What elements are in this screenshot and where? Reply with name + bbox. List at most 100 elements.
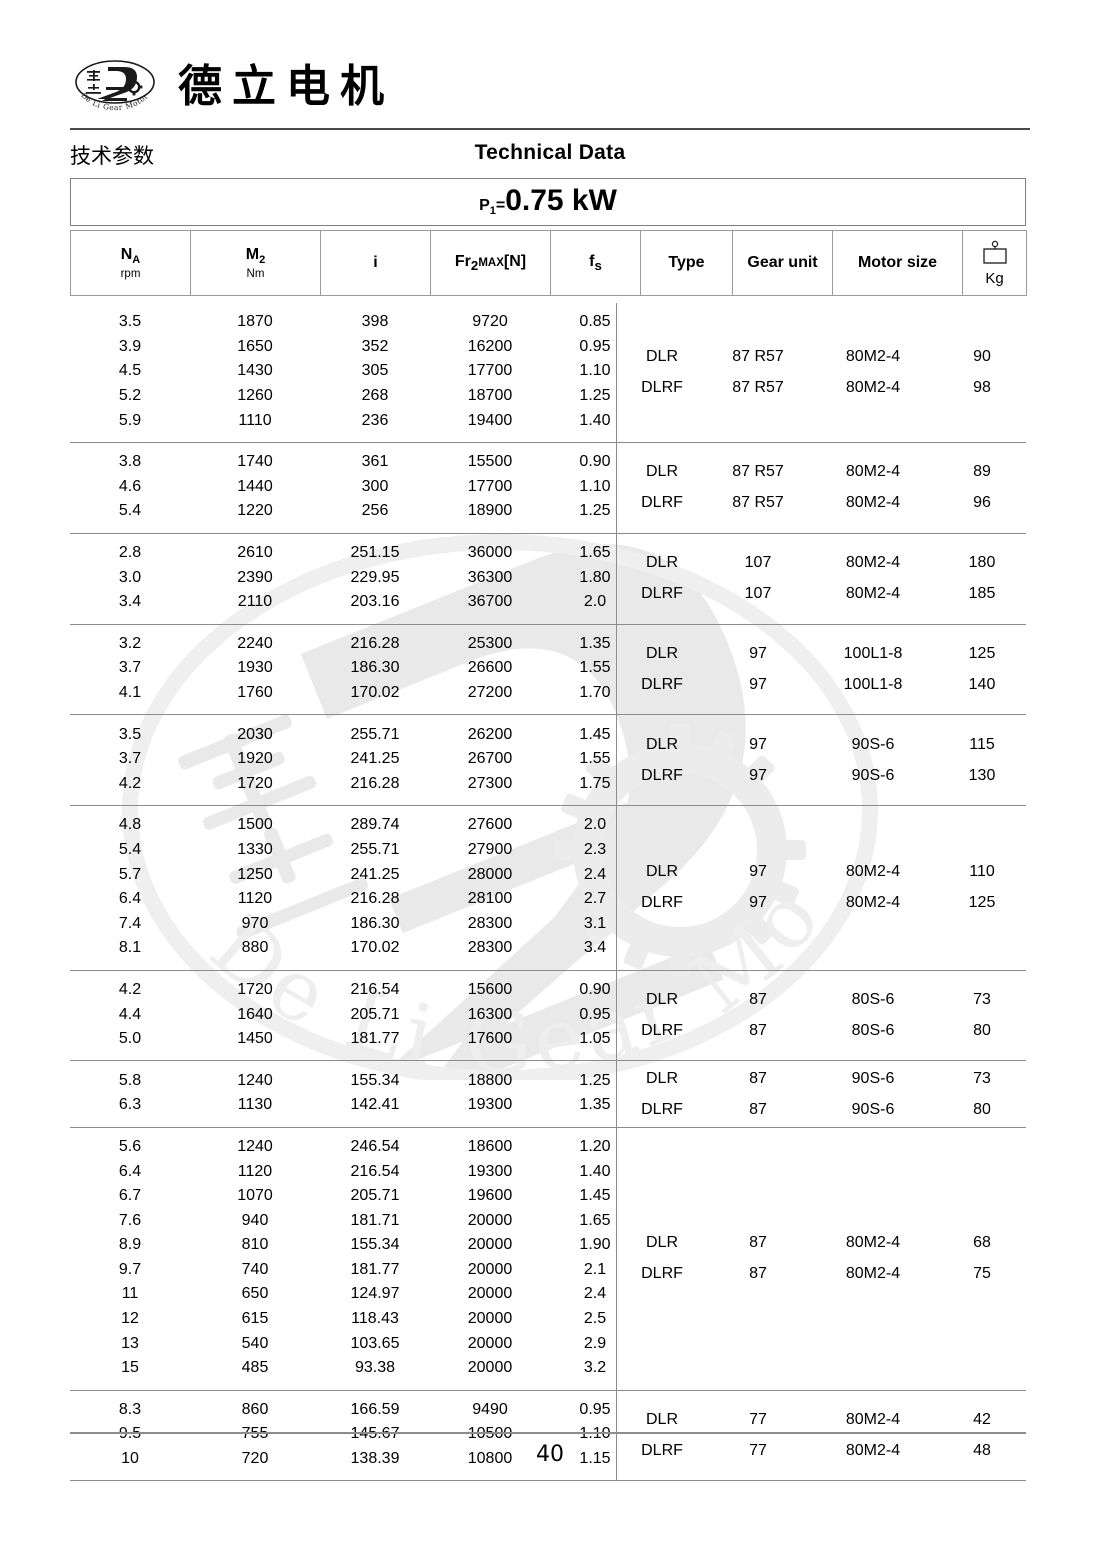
cell-fr: 28100 xyxy=(467,890,513,908)
cell-m2: 1930 xyxy=(237,659,273,677)
cell-m2: 1110 xyxy=(238,411,272,429)
cell-m2: 970 xyxy=(241,914,269,932)
data-block: 5.8 1240 155.34 18800 1.25 6.3 1130 142.41 19300… xyxy=(70,1061,1026,1128)
cell-kg: 180 xyxy=(968,554,996,572)
cell-motor: 80M2-4 xyxy=(845,1441,901,1459)
cell-motor: 80M2-4 xyxy=(845,378,901,396)
cell-kg: 80 xyxy=(973,1022,991,1040)
cell-fr: 19300 xyxy=(467,1096,513,1114)
cell-fr: 19400 xyxy=(467,411,513,429)
cell-m2: 2390 xyxy=(237,568,273,586)
cell-type: DLR xyxy=(645,1410,678,1428)
cell-i: 186.30 xyxy=(350,659,400,677)
variant-row: DLR 107 80M2-4 180 xyxy=(616,548,1026,579)
cell-fs: 2.9 xyxy=(583,1334,607,1352)
cell-m2: 1430 xyxy=(237,362,273,380)
cell-na: 4.1 xyxy=(118,684,142,702)
cell-gear: 107 xyxy=(744,585,772,603)
cell-gear: 87 R57 xyxy=(732,347,784,365)
section-title-row: 技术参数 Technical Data xyxy=(70,140,1030,172)
cell-i: 216.28 xyxy=(350,890,400,908)
block-variants: DLR 97 90S-6 115 DLRF 97 90S-6 130 xyxy=(616,715,1026,805)
cell-na: 3.8 xyxy=(118,453,142,471)
cell-i: 155.34 xyxy=(350,1071,400,1089)
cell-kg: 125 xyxy=(968,644,996,662)
data-block: 2.8 2610 251.15 36000 1.65 3.0 2390 229.95 36300… xyxy=(70,533,1026,625)
cell-m2: 650 xyxy=(241,1285,269,1303)
cell-fr: 20000 xyxy=(467,1211,513,1229)
cell-na: 4.2 xyxy=(118,774,142,792)
header-cell-i: i xyxy=(320,230,431,296)
header-m2-sub: 2 xyxy=(259,254,266,267)
variant-row: DLR 77 80M2-4 42 xyxy=(616,1404,1026,1435)
cell-fr: 17700 xyxy=(467,362,513,380)
cell-na: 4.5 xyxy=(118,362,142,380)
cell-fr: 9720 xyxy=(472,313,508,331)
cell-i: 361 xyxy=(361,453,389,471)
cell-fs: 1.25 xyxy=(579,387,611,405)
header-gear-unit-label: Gear unit xyxy=(747,254,818,271)
cell-i: 216.54 xyxy=(350,1162,400,1180)
cell-i: 289.74 xyxy=(350,816,400,834)
block-divider xyxy=(616,442,618,533)
cell-i: 186.30 xyxy=(350,914,400,932)
cell-fs: 2.1 xyxy=(583,1260,607,1278)
cell-motor: 100L1-8 xyxy=(843,644,903,662)
header-cell-m2: M2 Nm xyxy=(190,230,321,296)
cell-motor: 80M2-4 xyxy=(845,1410,901,1428)
cell-na: 8.9 xyxy=(118,1236,142,1254)
cell-m2: 1120 xyxy=(237,890,273,908)
variant-row: DLRF 97 90S-6 130 xyxy=(616,760,1026,791)
cell-m2: 755 xyxy=(241,1425,269,1443)
cell-i: 255.71 xyxy=(350,840,400,858)
cell-na: 13 xyxy=(121,1334,139,1352)
variant-row: DLR 97 100L1-8 125 xyxy=(616,638,1026,669)
variant-row: DLR 97 80M2-4 110 xyxy=(616,857,1026,888)
cell-i: 181.77 xyxy=(350,1030,400,1048)
technical-data-table: 3.5 1870 398 9720 0.85 3.9 1650 352 16200 0.95 4.5… xyxy=(70,303,1026,1482)
cell-gear: 87 xyxy=(749,1022,767,1040)
cell-na: 6.7 xyxy=(118,1187,142,1205)
cell-gear: 97 xyxy=(749,644,767,662)
table-row: 15 485 93.38 20000 3.2 xyxy=(70,1356,1026,1381)
block-variants: DLR 87 R57 80M2-4 90 DLRF 87 R57 80M2-4 98 xyxy=(616,303,1026,442)
header-type-label: Type xyxy=(668,254,705,271)
cell-kg: 115 xyxy=(969,735,995,753)
cell-gear: 77 xyxy=(749,1441,767,1459)
cell-fr: 20000 xyxy=(467,1359,513,1377)
header-motor-size-label: Motor size xyxy=(857,254,938,271)
cell-type: DLR xyxy=(645,735,678,753)
cell-kg: 73 xyxy=(973,1069,991,1087)
header-cell-type: Type xyxy=(640,230,733,296)
cell-gear: 87 xyxy=(749,1234,767,1252)
header-cell-fs: fs xyxy=(550,230,641,296)
cell-fr: 17600 xyxy=(467,1030,513,1048)
table-column-headers: NA rpm M2 Nm i Fr2MAX[N] fs Type Gear un… xyxy=(70,230,1027,296)
variant-row: DLR 87 80M2-4 68 xyxy=(616,1228,1026,1259)
cell-m2: 2110 xyxy=(237,593,273,611)
cell-m2: 1870 xyxy=(237,313,273,331)
section-title-en: Technical Data xyxy=(474,141,626,164)
cell-fr: 10500 xyxy=(467,1425,513,1443)
cell-type: DLR xyxy=(645,463,678,481)
cell-m2: 2240 xyxy=(237,634,273,652)
variant-row: DLR 87 R57 80M2-4 89 xyxy=(616,457,1026,488)
block-divider xyxy=(616,1390,618,1481)
cell-fs: 1.15 xyxy=(579,1450,611,1468)
cell-i: 138.39 xyxy=(350,1450,400,1468)
cell-fr: 36000 xyxy=(467,544,513,562)
variant-row: DLR 97 90S-6 115 xyxy=(616,729,1026,760)
cell-i: 166.59 xyxy=(350,1400,400,1418)
cell-fs: 2.4 xyxy=(583,1285,607,1303)
block-divider xyxy=(616,303,618,442)
cell-fr: 20000 xyxy=(467,1260,513,1278)
cell-i: 118.43 xyxy=(351,1310,399,1328)
cell-kg: 96 xyxy=(973,494,991,512)
cell-kg: 68 xyxy=(973,1234,991,1252)
cell-type: DLRF xyxy=(641,675,683,693)
cell-fr: 15600 xyxy=(467,980,513,998)
cell-type: DLRF xyxy=(641,1100,683,1118)
variant-row: DLR 87 90S-6 73 xyxy=(616,1063,1026,1094)
cell-na: 9.7 xyxy=(118,1260,142,1278)
cell-m2: 1650 xyxy=(237,337,273,355)
